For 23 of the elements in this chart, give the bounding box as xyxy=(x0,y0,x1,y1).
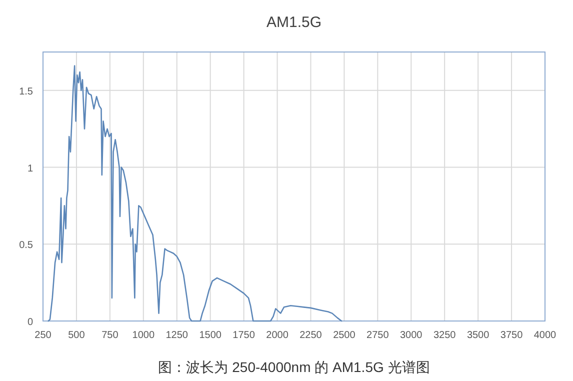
x-tick-label: 2500 xyxy=(333,330,356,341)
y-tick-label: 1.5 xyxy=(19,86,34,98)
y-tick-label: 0.5 xyxy=(19,240,34,252)
x-tick-label: 500 xyxy=(68,330,86,341)
x-tick-label: 2250 xyxy=(300,330,322,341)
x-tick-label: 2750 xyxy=(366,330,390,341)
x-tick-label: 1750 xyxy=(232,330,256,341)
x-tick-label: 3500 xyxy=(466,330,490,341)
text: 图：波长为 250-4000nm 的 AM1.5G 光谱图 xyxy=(158,359,430,375)
line-series xyxy=(48,65,342,322)
y-tick-label: 0 xyxy=(27,317,34,328)
x-tick-label: 4000 xyxy=(534,330,557,341)
x-tick-label: 1500 xyxy=(199,330,222,341)
x-tick-label: 1000 xyxy=(132,330,155,341)
x-tick-label: 250 xyxy=(34,330,52,341)
x-tick-label: 2000 xyxy=(266,330,289,341)
chart-title: AM1.5G xyxy=(266,14,322,31)
x-tick-label: 3000 xyxy=(400,330,423,341)
x-tick-label: 750 xyxy=(102,330,119,341)
x-tick-label: 1250 xyxy=(166,330,188,341)
x-tick-label: 3750 xyxy=(500,330,524,341)
x-tick-label: 3250 xyxy=(433,330,456,341)
y-tick-label: 1 xyxy=(27,163,34,174)
